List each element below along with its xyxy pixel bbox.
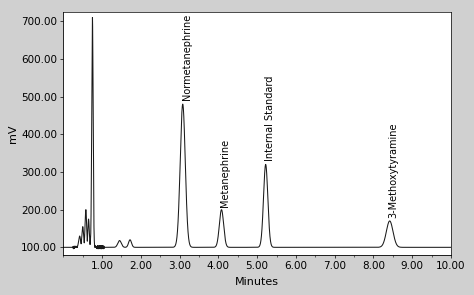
X-axis label: Minutes: Minutes bbox=[235, 277, 279, 287]
Text: Metanephrine: Metanephrine bbox=[220, 139, 230, 206]
Y-axis label: mV: mV bbox=[9, 124, 18, 142]
Text: 3-Methoxytyramine: 3-Methoxytyramine bbox=[389, 122, 399, 218]
Text: Internal Standard: Internal Standard bbox=[264, 76, 274, 161]
Text: Normetanephrine: Normetanephrine bbox=[182, 14, 192, 100]
